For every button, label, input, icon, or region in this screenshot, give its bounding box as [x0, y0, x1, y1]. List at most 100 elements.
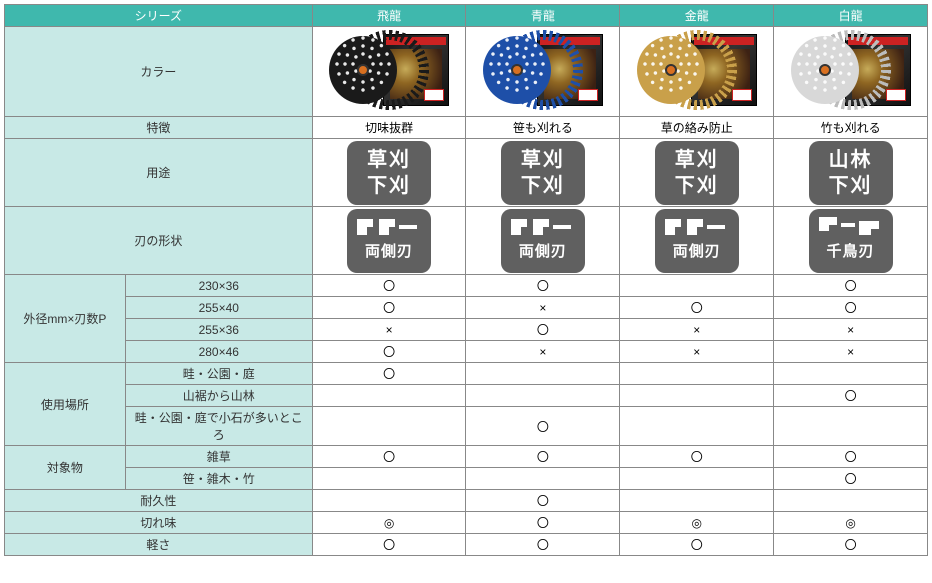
row-target-0: 対象物 雑草 〇〇〇〇	[5, 446, 928, 468]
product-image-2	[620, 27, 774, 117]
blade-shape-icon-1: 両側刃	[466, 207, 620, 275]
mark	[312, 468, 466, 490]
mark: 〇	[312, 297, 466, 319]
row-durability: 耐久性 〇	[5, 490, 928, 512]
row-lightness: 軽さ 〇〇〇〇	[5, 534, 928, 556]
row-feature: 特徴 切味抜群 笹も刈れる 草の絡み防止 竹も刈れる	[5, 117, 928, 139]
header-product-3: 白龍	[774, 5, 928, 27]
row-size-1: 255×40 〇×〇〇	[5, 297, 928, 319]
mark: 〇	[466, 275, 620, 297]
mark	[466, 385, 620, 407]
usage-icon-3: 山林下刈	[774, 139, 928, 207]
usage-icon-0: 草刈下刈	[312, 139, 466, 207]
feature-2: 草の絡み防止	[620, 117, 774, 139]
mark: ◎	[620, 512, 774, 534]
mark: ×	[620, 319, 774, 341]
header-product-2: 金龍	[620, 5, 774, 27]
row-place-2: 畦・公園・庭で小石が多いところ 〇	[5, 407, 928, 446]
label-sharpness: 切れ味	[5, 512, 313, 534]
usage-text: 下刈	[829, 175, 873, 197]
mark: 〇	[312, 446, 466, 468]
usage-icon-1: 草刈下刈	[466, 139, 620, 207]
comparison-table: シリーズ 飛龍 青龍 金龍 白龍 カラー 特徴 切味抜群 笹も刈れる 草の絡み防…	[4, 4, 928, 556]
mark: ×	[774, 341, 928, 363]
size-1: 255×40	[125, 297, 312, 319]
header-series: シリーズ	[5, 5, 313, 27]
mark	[620, 363, 774, 385]
header-product-0: 飛龍	[312, 5, 466, 27]
mark: 〇	[466, 534, 620, 556]
row-place-0: 使用場所 畦・公園・庭 〇	[5, 363, 928, 385]
feature-0: 切味抜群	[312, 117, 466, 139]
mark	[774, 490, 928, 512]
label-feature: 特徴	[5, 117, 313, 139]
mark	[312, 490, 466, 512]
mark: 〇	[466, 512, 620, 534]
blade-shape-icon-2: 両側刃	[620, 207, 774, 275]
mark	[620, 385, 774, 407]
label-color: カラー	[5, 27, 313, 117]
mark: 〇	[312, 363, 466, 385]
row-usage: 用途 草刈下刈 草刈下刈 草刈下刈 山林下刈	[5, 139, 928, 207]
mark	[774, 407, 928, 446]
mark	[466, 468, 620, 490]
mark: ×	[466, 341, 620, 363]
target-0: 雑草	[125, 446, 312, 468]
mark: ◎	[774, 512, 928, 534]
blade-shape-icon-0: 両側刃	[312, 207, 466, 275]
mark	[620, 407, 774, 446]
mark: 〇	[774, 534, 928, 556]
mark: ×	[466, 297, 620, 319]
size-2: 255×36	[125, 319, 312, 341]
row-blade-shape: 刃の形状 両側刃 両側刃 両側刃 千鳥刃	[5, 207, 928, 275]
usage-text: 下刈	[675, 175, 719, 197]
label-blade-shape: 刃の形状	[5, 207, 313, 275]
mark: ×	[312, 319, 466, 341]
header-product-1: 青龍	[466, 5, 620, 27]
mark	[774, 363, 928, 385]
size-0: 230×36	[125, 275, 312, 297]
row-color: カラー	[5, 27, 928, 117]
mark: 〇	[466, 319, 620, 341]
usage-text: 草刈	[675, 149, 719, 171]
row-size-2: 255×36 ×〇××	[5, 319, 928, 341]
label-place-group: 使用場所	[5, 363, 126, 446]
mark: ×	[620, 341, 774, 363]
mark: 〇	[774, 446, 928, 468]
size-3: 280×46	[125, 341, 312, 363]
feature-3: 竹も刈れる	[774, 117, 928, 139]
mark: 〇	[466, 446, 620, 468]
row-target-1: 笹・雑木・竹 〇	[5, 468, 928, 490]
mark: 〇	[774, 385, 928, 407]
mark	[620, 275, 774, 297]
mark: 〇	[774, 297, 928, 319]
mark: 〇	[312, 341, 466, 363]
mark: 〇	[774, 468, 928, 490]
mark: ◎	[312, 512, 466, 534]
label-target-group: 対象物	[5, 446, 126, 490]
mark: 〇	[620, 446, 774, 468]
row-place-1: 山裾から山林 〇	[5, 385, 928, 407]
usage-text: 下刈	[521, 175, 565, 197]
row-sharpness: 切れ味 ◎〇◎◎	[5, 512, 928, 534]
feature-1: 笹も刈れる	[466, 117, 620, 139]
mark: 〇	[312, 275, 466, 297]
mark: 〇	[466, 490, 620, 512]
mark	[466, 363, 620, 385]
header-row: シリーズ 飛龍 青龍 金龍 白龍	[5, 5, 928, 27]
mark: 〇	[774, 275, 928, 297]
mark	[620, 468, 774, 490]
row-size-0: 外径mm×刃数P 230×36 〇〇〇	[5, 275, 928, 297]
product-image-0	[312, 27, 466, 117]
blade-shape-icon-3: 千鳥刃	[774, 207, 928, 275]
mark: 〇	[620, 534, 774, 556]
mark: 〇	[466, 407, 620, 446]
usage-text: 草刈	[367, 149, 411, 171]
usage-icon-2: 草刈下刈	[620, 139, 774, 207]
label-usage: 用途	[5, 139, 313, 207]
mark: ×	[774, 319, 928, 341]
product-image-3	[774, 27, 928, 117]
mark	[312, 407, 466, 446]
product-image-1	[466, 27, 620, 117]
mark: 〇	[620, 297, 774, 319]
